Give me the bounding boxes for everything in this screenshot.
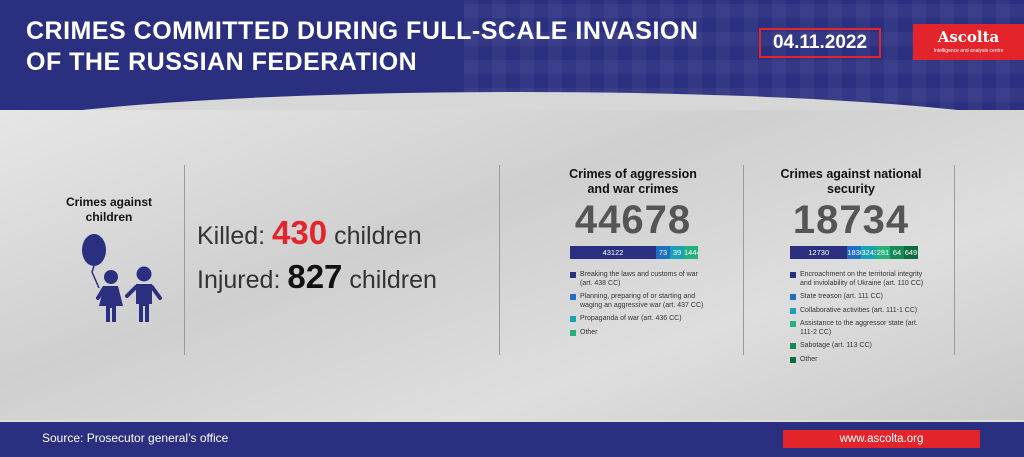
- legend-swatch: [570, 329, 576, 336]
- legend-swatch: [790, 343, 796, 349]
- legend-label: Other: [580, 328, 598, 336]
- aggression-total: 44678: [574, 198, 692, 242]
- bar-segment-1-1: 1830: [847, 246, 862, 259]
- legend-label: State treason (art. 111 CC): [800, 293, 883, 300]
- logo-name: Ascolta: [937, 28, 1000, 46]
- bar-segment-1-4: 64: [889, 246, 904, 259]
- bar-segment-1-0: 12730: [790, 246, 848, 259]
- killed-unit: children: [334, 222, 422, 250]
- legend-label: Other: [800, 355, 818, 363]
- legend-item-0-2: Propaganda of war (art. 436 CC): [570, 315, 705, 324]
- bar-segment-0-3: 1444: [684, 246, 698, 259]
- legend-item-1-1: State treason (art. 111 CC): [790, 293, 925, 302]
- page-title: CRIMES COMMITTED DURING FULL-SCALE INVAS…: [26, 16, 698, 78]
- bar-segment-0-0: 43122: [570, 246, 656, 259]
- aggression-bar: 4312273391444: [570, 246, 698, 259]
- bar-segment-0-1: 73: [656, 246, 670, 259]
- legend-swatch: [570, 272, 576, 278]
- legend-swatch: [790, 356, 796, 363]
- legend-item-0-0: Breaking the laws and customs of war (ar…: [570, 271, 705, 288]
- legend-label: Collaborative activities (art. 111-1 CC): [800, 306, 918, 314]
- legend-item-1-0: Encroachment on the territorial integrit…: [790, 271, 925, 288]
- divider-2: [499, 165, 500, 355]
- bar-segment-1-2: 3243: [861, 246, 876, 259]
- page-title-line1: CRIMES COMMITTED DURING FULL-SCALE INVAS…: [26, 17, 699, 45]
- injured-unit: children: [349, 266, 437, 294]
- date-badge: 04.11.2022: [759, 28, 881, 58]
- legend-swatch: [790, 272, 796, 278]
- ascolta-logo: Ascolta Intelligence and analysis centre: [913, 24, 1024, 60]
- legend-swatch: [570, 294, 576, 300]
- content-panel: [0, 110, 1024, 420]
- security-legend: Encroachment on the territorial integrit…: [790, 271, 925, 369]
- legend-swatch: [790, 294, 796, 300]
- legend-item-1-5: Other: [790, 356, 925, 365]
- legend-label: Assistance to the aggressor state (art. …: [800, 320, 918, 336]
- legend-label: Breaking the laws and customs of war (ar…: [580, 271, 698, 287]
- bar-segment-1-5: 649: [903, 246, 918, 259]
- legend-swatch: [790, 321, 796, 327]
- header-banner: [0, 0, 1024, 130]
- legend-swatch: [570, 316, 576, 322]
- legend-label: Propaganda of war (art. 436 CC): [580, 315, 682, 322]
- legend-item-0-3: Other: [570, 329, 705, 338]
- killed-value: 430: [272, 214, 328, 251]
- injured-stat: Injured: 827 children: [197, 258, 437, 296]
- website-link[interactable]: www.ascolta.org: [783, 430, 980, 448]
- divider-1: [184, 165, 185, 355]
- legend-item-1-2: Collaborative activities (art. 111-1 CC): [790, 307, 925, 316]
- injured-value: 827: [287, 258, 343, 295]
- page-title-line2: OF THE RUSSIAN FEDERATION: [26, 48, 418, 76]
- source-text: Source: Prosecutor general’s office: [42, 431, 229, 445]
- bar-segment-0-2: 39: [670, 246, 684, 259]
- security-bar: 127301830324328164649: [790, 246, 918, 259]
- killed-stat: Killed: 430 children: [197, 214, 422, 252]
- divider-4: [954, 165, 955, 355]
- legend-label: Sabotage (art. 113 CC): [800, 342, 872, 349]
- aggression-title: Crimes of aggression and war crimes: [569, 167, 697, 196]
- legend-item-0-1: Planning, preparing of or starting and w…: [570, 293, 705, 310]
- legend-label: Encroachment on the territorial integrit…: [800, 271, 924, 287]
- children-section-title: Crimes against children: [65, 195, 153, 224]
- legend-item-1-3: Assistance to the aggressor state (art. …: [790, 320, 925, 337]
- killed-label: Killed:: [197, 222, 266, 250]
- divider-3: [743, 165, 744, 355]
- legend-item-1-4: Sabotage (art. 113 CC): [790, 342, 925, 351]
- security-title: Crimes against national security: [780, 167, 922, 196]
- logo-subtitle: Intelligence and analysis centre: [933, 48, 1004, 54]
- bar-segment-1-3: 281: [875, 246, 890, 259]
- legend-label: Planning, preparing of or starting and w…: [580, 293, 704, 309]
- children-balloon-icon: [82, 234, 162, 322]
- aggression-legend: Breaking the laws and customs of war (ar…: [570, 271, 705, 342]
- security-total: 18734: [792, 198, 910, 242]
- injured-label: Injured:: [197, 266, 281, 294]
- legend-swatch: [790, 307, 796, 314]
